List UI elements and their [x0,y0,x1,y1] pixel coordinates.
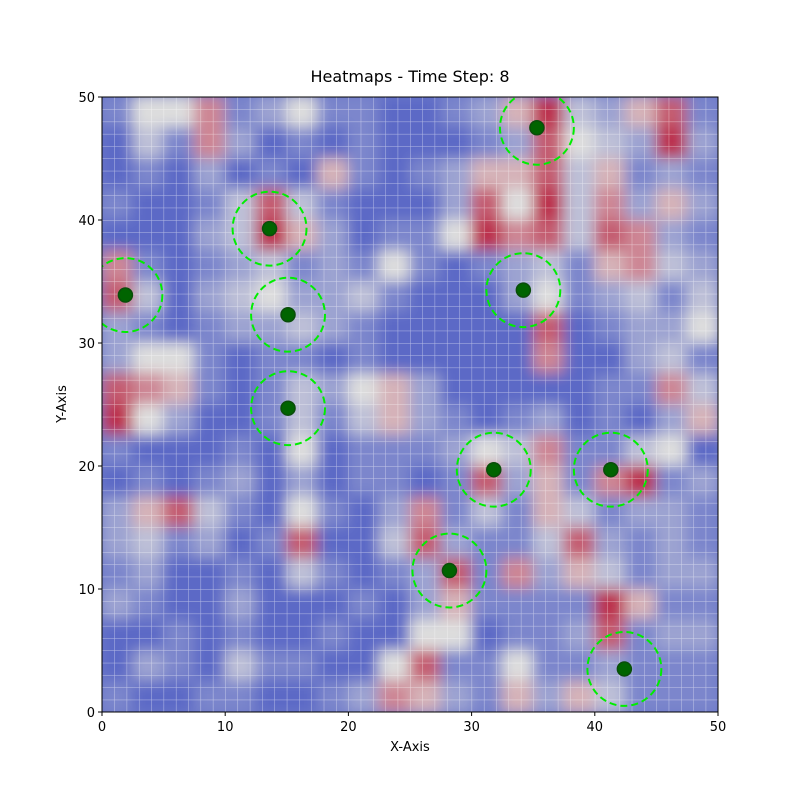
x-tick-label: 40 [587,720,604,735]
y-tick-label: 20 [78,460,95,475]
point [529,120,545,136]
range-circle [498,97,575,166]
range-circle [485,252,562,329]
x-tick-label: 20 [340,720,357,735]
range-circle [455,431,532,508]
point [280,400,296,416]
x-tick-label: 50 [710,720,727,735]
range-circle [250,276,326,353]
point [280,306,296,323]
point [616,661,633,677]
y-tick-label: 40 [78,214,95,229]
point [117,287,134,303]
range-circle [572,431,649,508]
point [603,461,619,478]
x-tick-label: 30 [463,720,480,735]
x-axis-label: X-Axis [390,740,430,755]
range-circle [250,370,326,447]
plot-frame [101,96,719,713]
x-tick-label: 0 [98,720,106,735]
point [441,562,458,579]
range-circle [411,532,488,609]
cell-grid [102,97,718,712]
point [515,282,532,298]
chart-title: Heatmaps - Time Step: 8 [310,67,509,86]
point [486,461,502,478]
x-tick-label: 10 [217,720,234,735]
range-circle [102,257,164,333]
range-circle [586,630,663,707]
y-tick-label: 30 [78,337,95,352]
range-circle [231,190,308,267]
y-tick-label: 50 [78,91,95,106]
axes: 0 10 20 30 40 50 0 10 20 30 40 50 [78,91,726,735]
y-axis-label: Y-Axis [55,385,70,424]
point [261,220,278,237]
overlay [102,97,663,707]
y-tick-label: 10 [78,583,95,598]
y-tick-label: 0 [87,706,95,721]
